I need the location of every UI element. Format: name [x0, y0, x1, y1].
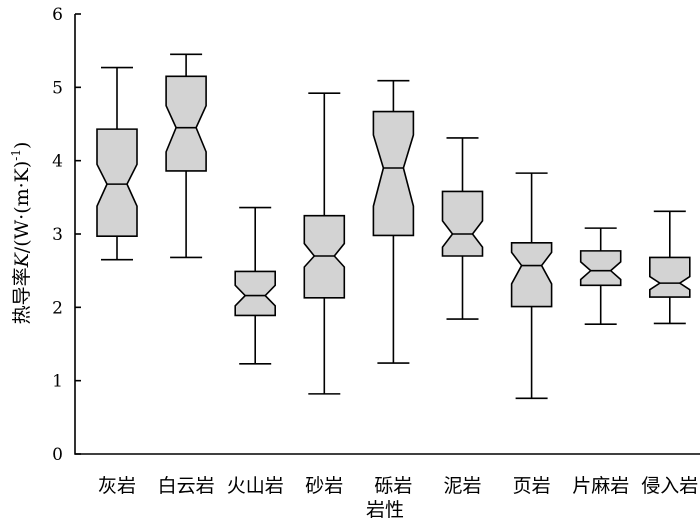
y-tick-label: 0 — [52, 445, 63, 465]
y-axis-title-exponent: -1 — [9, 149, 23, 161]
y-tick-label: 5 — [52, 78, 63, 98]
x-category-label: 砂岩 — [305, 475, 343, 497]
y-tick-label: 1 — [52, 372, 63, 392]
y-axis-title-unit: /(W·(m·K) — [11, 161, 33, 253]
x-category-label: 泥岩 — [443, 475, 481, 497]
x-category-label: 白云岩 — [158, 475, 215, 497]
x-category-label: 片麻岩 — [572, 475, 629, 497]
y-tick-label: 6 — [52, 5, 63, 25]
notched-box — [510, 242, 553, 308]
notched-box — [441, 190, 484, 257]
plot-area — [96, 53, 691, 400]
y-tick-label: 4 — [52, 152, 63, 172]
x-category-label: 灰岩 — [98, 475, 136, 497]
y-tick-label: 2 — [52, 298, 63, 318]
y-axis-title-close: ) — [11, 142, 33, 149]
y-axis-title-symbol: K — [11, 251, 33, 268]
x-category-label: 火山岩 — [227, 475, 284, 497]
x-category-label: 页岩 — [513, 475, 551, 497]
x-axis-title: 岩性 — [366, 499, 404, 521]
box-group — [96, 66, 138, 261]
box-group — [579, 227, 622, 326]
x-category-label: 侵入岩 — [641, 475, 698, 497]
notched-box — [579, 250, 622, 287]
box-group — [165, 53, 207, 259]
notched-box — [648, 256, 691, 298]
y-tick-label: 3 — [52, 225, 63, 245]
notched-box — [165, 75, 207, 172]
box-group — [303, 92, 346, 395]
x-category-label: 砾岩 — [374, 475, 412, 497]
notched-box — [96, 128, 138, 237]
y-axis-title: 热导率K/(W·(m·K)-1) — [9, 142, 33, 325]
box-group — [510, 172, 553, 400]
y-axis-title-prefix: 热导率 — [11, 267, 33, 324]
x-axis: 灰岩 白云岩 火山岩 砂岩 砾岩 泥岩 页岩 片麻岩 侵入岩 — [98, 475, 698, 497]
box-group — [648, 210, 691, 325]
y-axis: 0 1 2 3 4 5 6 — [52, 5, 700, 465]
notched-box — [234, 270, 277, 317]
box-group — [441, 137, 484, 320]
box-group — [372, 79, 415, 364]
notched-box — [372, 110, 415, 237]
box-group — [234, 206, 277, 365]
